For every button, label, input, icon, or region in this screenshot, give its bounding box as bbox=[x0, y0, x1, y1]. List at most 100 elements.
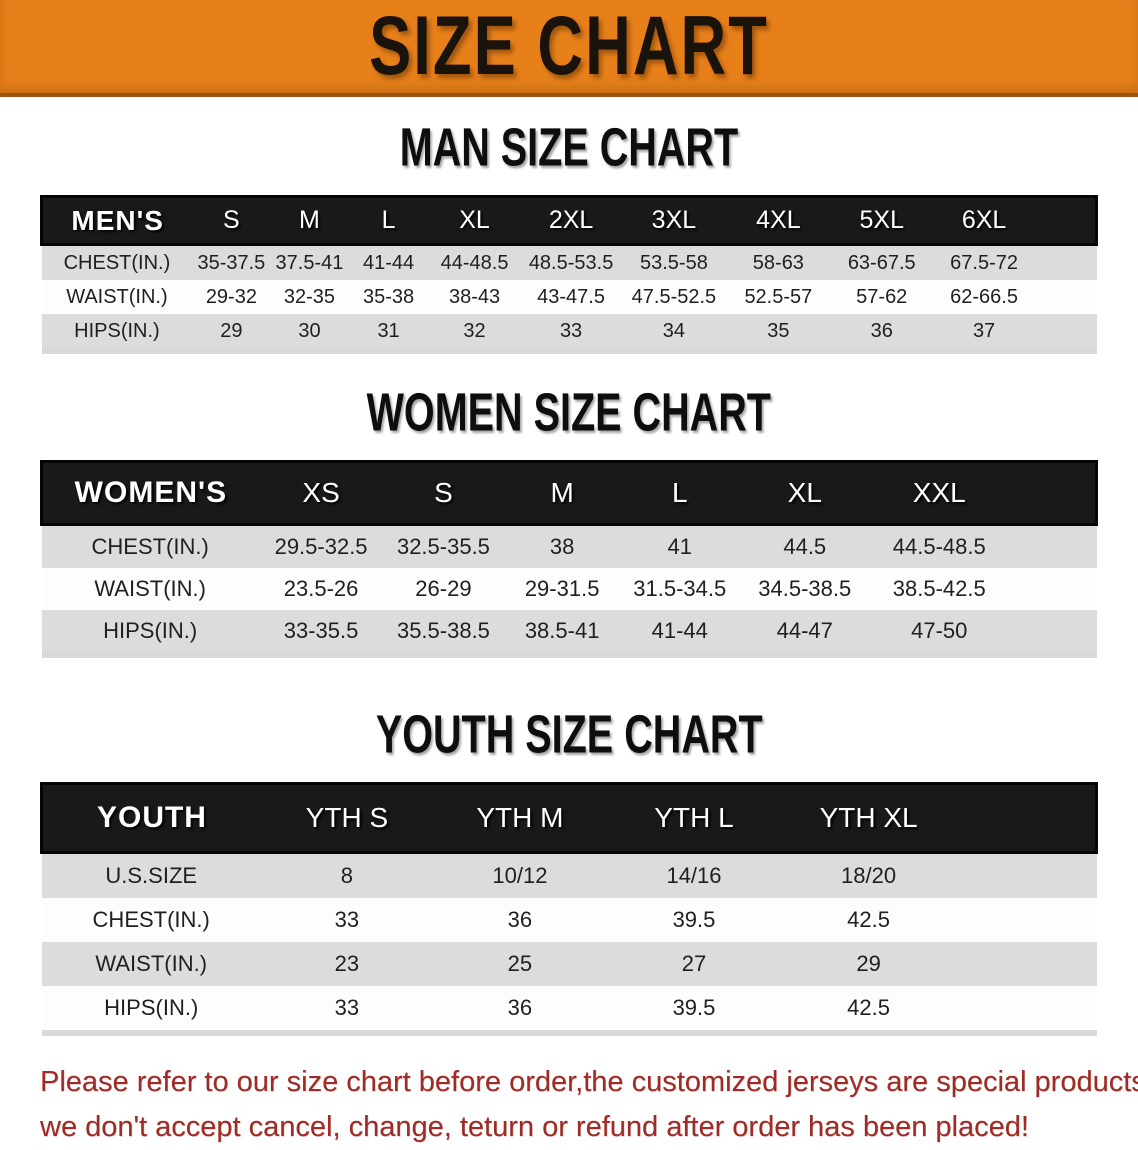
measurement-value: 39.5 bbox=[672, 995, 716, 1020]
measurement-label: CHEST(IN.) bbox=[91, 534, 209, 559]
measurement-value: 36 bbox=[507, 907, 533, 932]
youth-section-title: YOUTH SIZE CHART bbox=[0, 705, 1138, 765]
measurement-value: 44.5 bbox=[783, 534, 827, 559]
measurement-label: WAIST(IN.) bbox=[66, 285, 168, 308]
header-filler-cell bbox=[956, 782, 1099, 854]
table-group-label: YOUTH bbox=[39, 782, 261, 854]
measurement-value: 38-43 bbox=[448, 285, 501, 308]
size-column-header: XL bbox=[738, 460, 871, 526]
women-size-section: WOMEN SIZE CHART WOMEN'S XS S M L XL XXL CHEST(… bbox=[0, 383, 1138, 658]
measurement-value: 41 bbox=[667, 534, 692, 559]
measurement-row: WAIST(IN.) 23 25 27 29 bbox=[41, 942, 1097, 986]
men-size-table: MEN'S S M L XL 2XL 3XL 4XL 5XL 6XL CHEST(IN.) 35-37… bbox=[40, 195, 1099, 354]
measurement-value: 36 bbox=[507, 995, 533, 1020]
measurement-value: 31 bbox=[377, 319, 400, 342]
measurement-row: HIPS(IN.) 33-35.5 35.5-38.5 38.5-41 41-44 44-… bbox=[41, 610, 1097, 655]
disclaimer-line-2: we don't accept cancel, change, teturn o… bbox=[40, 1111, 1029, 1143]
measurement-value: 18/20 bbox=[841, 863, 897, 888]
size-column-header: YTH S bbox=[260, 782, 433, 854]
size-column-header: XS bbox=[258, 460, 384, 526]
measurement-value: 47.5-52.5 bbox=[631, 285, 717, 308]
size-column-header: 4XL bbox=[726, 195, 831, 246]
measurement-value: 35 bbox=[767, 319, 790, 342]
measurement-value: 32-35 bbox=[283, 285, 336, 308]
measurement-label: HIPS(IN.) bbox=[103, 618, 198, 643]
measurement-value: 52.5-57 bbox=[744, 285, 813, 308]
measurement-value: 53.5-58 bbox=[640, 251, 708, 274]
measurement-value: 33 bbox=[334, 995, 360, 1020]
measurement-value: 47-50 bbox=[911, 618, 968, 643]
measurement-value: 38 bbox=[549, 534, 575, 559]
measurement-value: 37.5-41 bbox=[275, 251, 344, 274]
measurement-value: 38.5-42.5 bbox=[892, 576, 986, 601]
header-filler-cell bbox=[1035, 195, 1099, 246]
measurement-label: U.S.SIZE bbox=[105, 863, 198, 888]
measurement-row: HIPS(IN.) 29 30 31 32 33 34 35 36 37 bbox=[41, 314, 1097, 351]
measurement-value: 23.5-26 bbox=[283, 576, 359, 601]
measurement-value: 41-44 bbox=[651, 618, 708, 643]
size-column-header: XXL bbox=[870, 460, 1008, 526]
size-column-header: M bbox=[503, 460, 621, 526]
measurement-value: 48.5-53.5 bbox=[528, 251, 614, 274]
measurement-value: 29.5-32.5 bbox=[274, 534, 368, 559]
measurement-value: 26-29 bbox=[415, 576, 472, 601]
measurement-value: 42.5 bbox=[847, 995, 890, 1020]
youth-size-table: YOUTH YTH S YTH M YTH L YTH XL U.S.SIZE 8 10/12… bbox=[39, 782, 1099, 1036]
row-filler-cell bbox=[1008, 568, 1097, 610]
size-table-header-row: YOUTH YTH S YTH M YTH L YTH XL bbox=[39, 782, 1099, 854]
size-column-header: YTH M bbox=[432, 782, 607, 854]
table-group-label: MEN'S bbox=[40, 195, 193, 246]
measurement-value: 35.5-38.5 bbox=[396, 618, 490, 643]
men-section-title: MAN SIZE CHART bbox=[0, 118, 1138, 178]
measurement-row: CHEST(IN.) 33 36 39.5 42.5 bbox=[41, 898, 1097, 942]
measurement-value: 14/16 bbox=[666, 863, 722, 888]
measurement-value: 43-47.5 bbox=[537, 285, 605, 308]
measurement-value: 27 bbox=[681, 951, 707, 976]
measurement-value: 29-32 bbox=[205, 285, 257, 308]
measurement-value: 44-47 bbox=[776, 618, 833, 643]
men-size-section: MAN SIZE CHART MEN'S S M L XL 2XL 3XL 4XL 5XL 6XL… bbox=[0, 118, 1138, 354]
size-column-header: M bbox=[270, 195, 349, 246]
size-column-header: XL bbox=[428, 195, 521, 246]
measurement-value: 30 bbox=[298, 319, 321, 342]
row-filler-cell bbox=[956, 986, 1096, 1033]
size-column-header: S bbox=[192, 195, 271, 246]
measurement-label: CHEST(IN.) bbox=[63, 251, 171, 274]
measurement-row: U.S.SIZE 8 10/12 14/16 18/20 bbox=[41, 852, 1097, 898]
size-column-header: 5XL bbox=[830, 195, 933, 246]
measurement-value: 67.5-72 bbox=[950, 251, 1018, 274]
youth-section-title-text: YOUTH SIZE CHART bbox=[375, 705, 763, 765]
measurement-value: 23 bbox=[334, 951, 360, 976]
measurement-label: HIPS(IN.) bbox=[104, 995, 199, 1020]
measurement-value: 58-63 bbox=[752, 251, 804, 274]
measurement-value: 37 bbox=[972, 319, 996, 342]
women-section-title: WOMEN SIZE CHART bbox=[0, 383, 1138, 443]
measurement-value: 38.5-41 bbox=[524, 618, 600, 643]
men-section-title-text: MAN SIZE CHART bbox=[399, 118, 739, 178]
measurement-value: 34 bbox=[662, 319, 686, 342]
measurement-value: 44-48.5 bbox=[440, 251, 509, 274]
measurement-value: 29-31.5 bbox=[524, 576, 600, 601]
measurement-row: HIPS(IN.) 33 36 39.5 42.5 bbox=[41, 986, 1097, 1033]
measurement-value: 35-37.5 bbox=[197, 251, 266, 274]
disclaimer-note: Please refer to our size chart before or… bbox=[40, 1060, 1138, 1150]
measurement-value: 63-67.5 bbox=[847, 251, 916, 274]
measurement-value: 41-44 bbox=[362, 251, 415, 274]
women-size-table: WOMEN'S XS S M L XL XXL CHEST(IN.) 29.5-32.5 32.5… bbox=[39, 460, 1098, 658]
measurement-label: HIPS(IN.) bbox=[74, 319, 160, 342]
measurement-value: 29 bbox=[856, 951, 881, 976]
header-filler-cell bbox=[1007, 460, 1098, 526]
table-group-label: WOMEN'S bbox=[39, 460, 259, 526]
banner-title: SIZE CHART bbox=[369, 0, 769, 93]
measurement-value: 32.5-35.5 bbox=[396, 534, 490, 559]
size-column-header: S bbox=[383, 460, 504, 526]
measurement-row: CHEST(IN.) 35-37.5 37.5-41 41-44 44-48.5 48.5… bbox=[41, 244, 1097, 280]
size-column-header: 6XL bbox=[932, 195, 1036, 246]
size-column-header: YTH XL bbox=[781, 782, 957, 854]
size-column-header: L bbox=[620, 460, 739, 526]
row-filler-cell bbox=[1035, 280, 1096, 314]
size-column-header: 2XL bbox=[520, 195, 622, 246]
measurement-row: CHEST(IN.) 29.5-32.5 32.5-35.5 38 41 44.5 44.5… bbox=[41, 524, 1097, 568]
measurement-value: 33 bbox=[559, 319, 583, 342]
